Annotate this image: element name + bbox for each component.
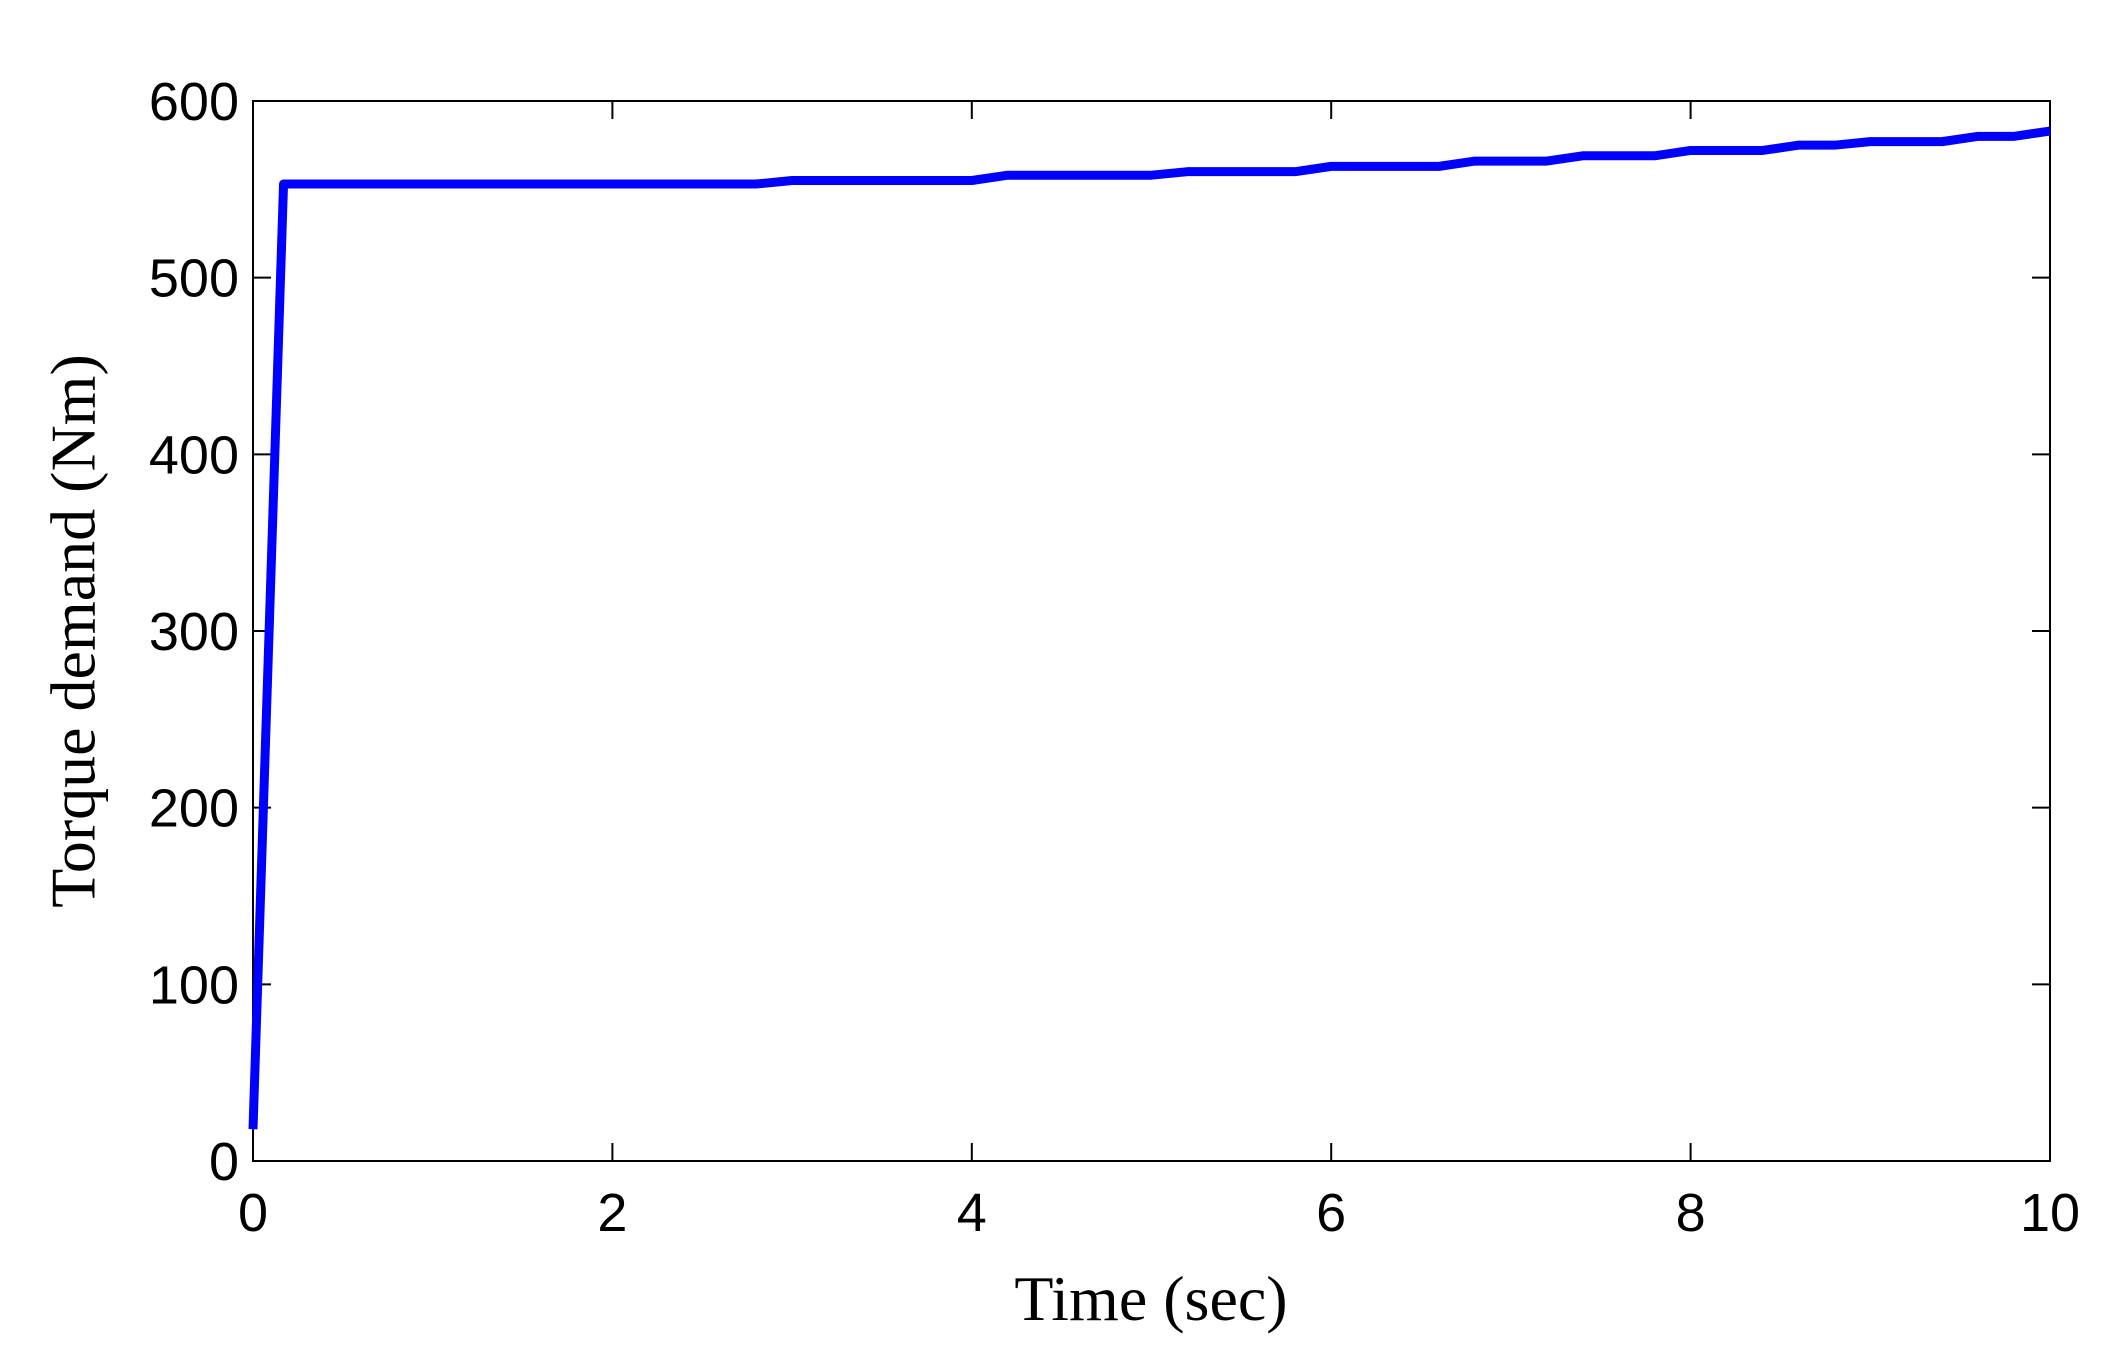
data-line xyxy=(248,126,2051,1130)
y-tick-label: 500 xyxy=(149,249,239,309)
y-tick-label: 0 xyxy=(209,1132,239,1192)
y-tick-label: 400 xyxy=(149,425,239,485)
y-tick-label: 100 xyxy=(149,955,239,1015)
x-tick-label: 6 xyxy=(1316,1183,1346,1243)
x-tick-label: 8 xyxy=(1676,1183,1706,1243)
y-tick-label: 300 xyxy=(149,602,239,662)
x-tick-label: 0 xyxy=(238,1183,268,1243)
y-tick-label: 600 xyxy=(149,72,239,132)
y-axis-label: Torque demand (Nm) xyxy=(38,354,109,908)
x-tick-label: 4 xyxy=(957,1183,987,1243)
x-tick-label: 2 xyxy=(597,1183,627,1243)
y-tick-label: 200 xyxy=(149,779,239,839)
x-tick-label: 10 xyxy=(2020,1183,2080,1243)
plot-frame xyxy=(252,100,2051,1162)
x-axis-label: Time (sec) xyxy=(1014,1263,1287,1334)
